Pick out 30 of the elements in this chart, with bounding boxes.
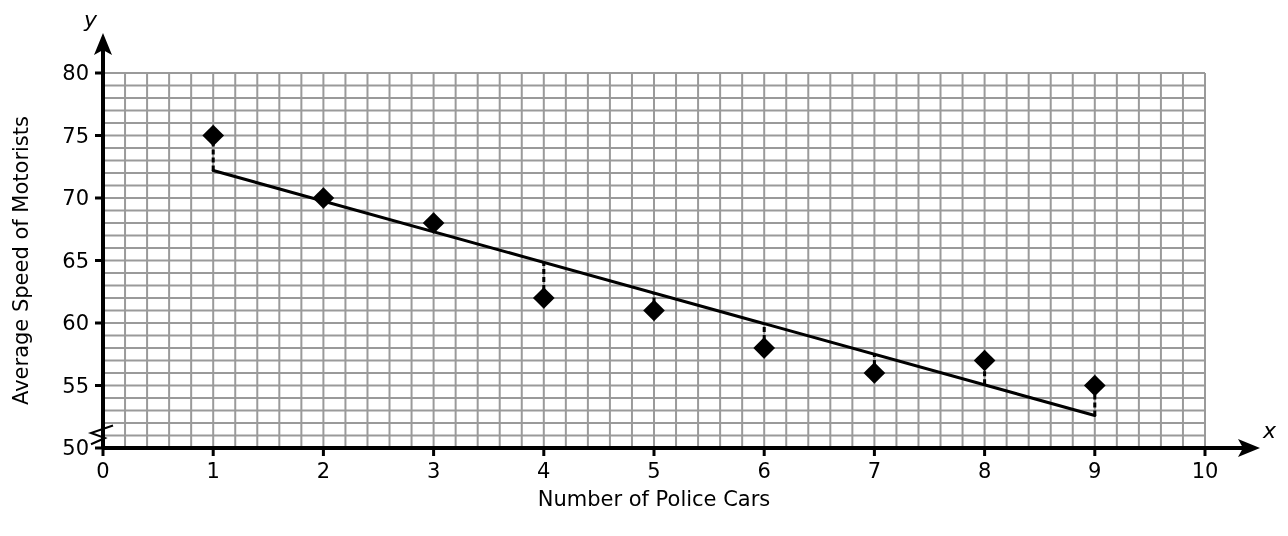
point xyxy=(532,287,555,309)
point xyxy=(753,337,776,359)
x-tick-label: 7 xyxy=(867,459,882,483)
text: x xyxy=(1262,418,1277,443)
x-tick-label: 5 xyxy=(647,459,661,483)
text: y xyxy=(82,7,98,32)
x-tick-label: 6 xyxy=(757,459,771,483)
x-tick-label: 8 xyxy=(977,459,992,483)
y-tick-label: 50 xyxy=(62,436,89,461)
y-tick-label: 65 xyxy=(62,248,89,273)
y-tick-label: 75 xyxy=(62,123,89,148)
x-tick-label: 9 xyxy=(1088,459,1102,483)
point xyxy=(643,299,665,322)
y-tick-label: 80 xyxy=(62,61,89,86)
y-tick-label: 60 xyxy=(62,311,89,336)
y-axis-title: Average Speed of Motorists xyxy=(9,116,33,405)
x-tick-label: 3 xyxy=(426,459,441,483)
x-axis-title: Number of Police Cars xyxy=(537,487,771,511)
y-tick-label: 55 xyxy=(62,373,89,398)
x-tick-label: 4 xyxy=(537,459,551,483)
y-tick-label: 70 xyxy=(62,186,89,211)
point xyxy=(1083,374,1106,397)
x-tick-label: 2 xyxy=(316,459,331,483)
x-tick-label: 0 xyxy=(96,459,110,483)
point xyxy=(973,349,996,372)
x-tick-label: 1 xyxy=(206,459,220,483)
point xyxy=(863,362,886,384)
point xyxy=(202,124,225,147)
point xyxy=(422,212,445,234)
x-tick-label: 10 xyxy=(1191,459,1219,483)
